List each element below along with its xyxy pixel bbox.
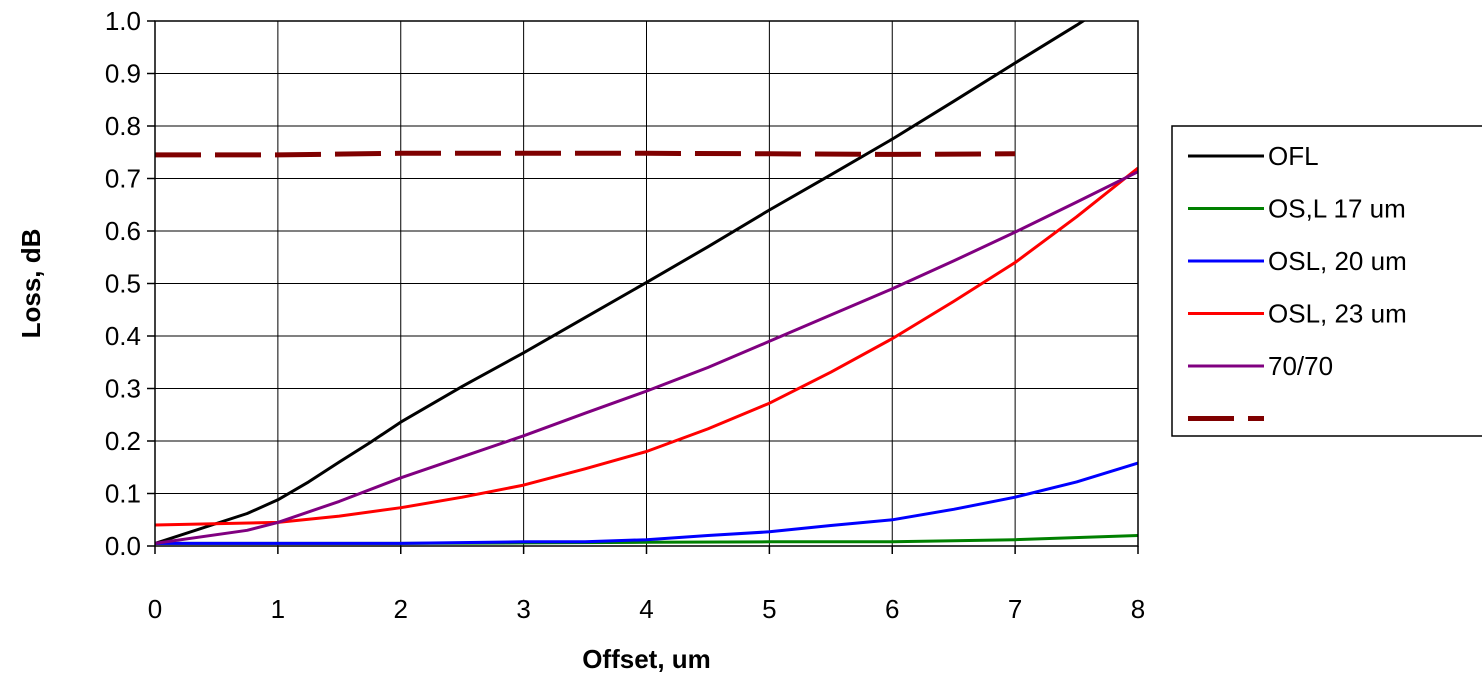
y-tick-label: 0.4 — [105, 321, 141, 351]
x-tick-label: 1 — [271, 594, 285, 624]
y-tick-label: 0.1 — [105, 479, 141, 509]
dashed-reference-line — [155, 150, 1016, 158]
y-tick-label: 0.3 — [105, 374, 141, 404]
x-tick-label: 0 — [148, 594, 162, 624]
x-tick-label: 4 — [639, 594, 653, 624]
x-tick-label: 6 — [885, 594, 899, 624]
legend-label: OFL — [1268, 141, 1319, 171]
series-lines — [155, 21, 1138, 545]
legend-label: OS,L 17 um — [1268, 194, 1406, 224]
y-tick-label: 0.2 — [105, 426, 141, 456]
legend-label: OSL, 20 um — [1268, 246, 1407, 276]
y-tick-label: 1.0 — [105, 6, 141, 36]
y-tick-label: 0.8 — [105, 111, 141, 141]
y-tick-label: 0.0 — [105, 531, 141, 561]
x-tick-label: 5 — [762, 594, 776, 624]
legend-box — [1171, 125, 1482, 437]
legend-label: 70/70 — [1268, 351, 1333, 381]
y-tick-label: 0.5 — [105, 269, 141, 299]
x-tick-label: 3 — [516, 594, 530, 624]
x-tick-label: 8 — [1131, 594, 1145, 624]
y-tick-label: 0.6 — [105, 216, 141, 246]
legend-label: OSL, 23 um — [1268, 299, 1407, 329]
y-tick-label: 0.9 — [105, 59, 141, 89]
y-axis-ticks: 0.0 0.1 0.2 0.3 0.4 0.5 0.6 0.7 0.8 0.9 1.0 — [105, 6, 155, 561]
grid-lines — [154, 20, 1139, 547]
series-line-3 — [155, 461, 1138, 545]
series-line-5 — [155, 170, 1138, 545]
legend: OFL OS,L 17 um OSL, 20 um OSL, 23 um 70/70 — [1171, 125, 1482, 437]
series-line-4 — [155, 166, 1138, 527]
x-tick-label: 7 — [1008, 594, 1022, 624]
series-line-1 — [155, 21, 1086, 545]
x-axis-ticks: 0 1 2 3 4 5 6 7 8 — [148, 546, 1145, 624]
x-tick-label: 2 — [394, 594, 408, 624]
y-axis-title: Loss, dB — [16, 229, 46, 339]
y-tick-label: 0.7 — [105, 164, 141, 194]
x-axis-title: Offset, um — [582, 644, 711, 674]
